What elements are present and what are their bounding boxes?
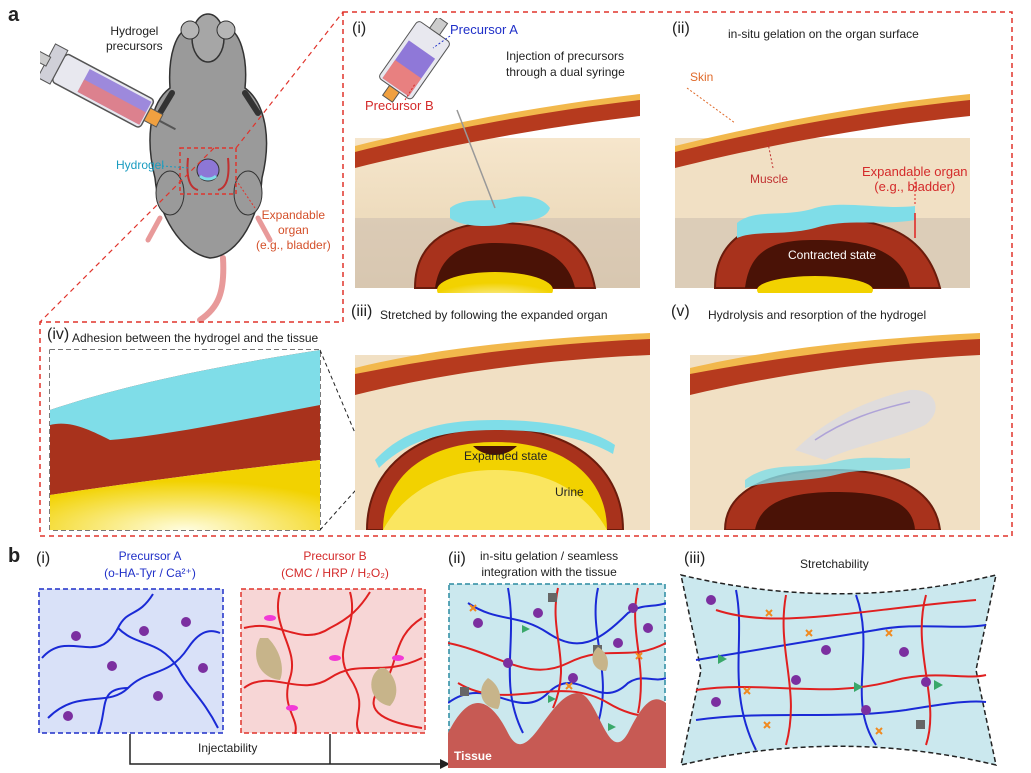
step-b-ii-caption-line2: integration with the tissue — [481, 565, 617, 579]
injectability-label: Injectability — [198, 741, 258, 755]
precursor-a-box — [38, 588, 224, 734]
expandable-organ-ii-line1: Expandable organ — [862, 164, 968, 179]
step-a-i-caption-line2: through a dual syringe — [506, 65, 625, 79]
hydrogel-label: Hydrogel — [116, 158, 165, 172]
step-a-ii-caption: in-situ gelation on the organ surface — [728, 27, 919, 41]
step-b-i-roman: (i) — [36, 550, 51, 567]
scene-i — [355, 18, 640, 293]
stretch-box — [680, 573, 997, 767]
step-b-iii-roman: (iii) — [684, 550, 706, 567]
step-a-ii-roman: (ii) — [672, 20, 690, 37]
step-b-ii-caption-line1: in-situ gelation / seamless — [480, 549, 619, 563]
scene-iv — [50, 350, 320, 530]
step-a-v-caption: Hydrolysis and resorption of the hydroge… — [708, 308, 927, 322]
expandable-organ-label: Expandable organ (e.g., bladder) — [256, 208, 331, 253]
integration-box — [448, 583, 666, 768]
urine-label: Urine — [555, 485, 584, 499]
expandable-organ-line3: (e.g., bladder) — [256, 238, 331, 252]
expandable-organ-ii-label: Expandable organ (e.g., bladder) — [862, 164, 968, 194]
step-a-iii-caption: Stretched by following the expanded orga… — [380, 308, 608, 322]
precursor-a-label: Precursor A — [450, 22, 518, 37]
step-a-iv-caption: Adhesion between the hydrogel and the ti… — [72, 331, 319, 345]
precursor-a-sub: (o-HA-Tyr / Ca²⁺) — [104, 566, 196, 580]
panel-b-letter: b — [8, 545, 21, 567]
skin-label: Skin — [690, 70, 714, 84]
hydrogel-precursors-line2: precursors — [106, 39, 163, 53]
stretchability-label: Stretchability — [800, 557, 869, 571]
step-a-i-caption-line1: Injection of precursors — [506, 49, 625, 63]
scene-iii — [355, 333, 650, 530]
precursor-b-label: Precursor B — [365, 98, 434, 113]
step-a-i-roman: (i) — [352, 20, 367, 37]
precursor-a-title: Precursor A — [118, 549, 182, 563]
tissue-label: Tissue — [454, 749, 492, 763]
contracted-state-label: Contracted state — [788, 248, 877, 262]
step-b-ii-roman: (ii) — [448, 550, 466, 567]
step-b-ii-caption: in-situ gelation / seamless integration … — [480, 548, 618, 580]
precursor-b-sub: (CMC / HRP / H₂O₂) — [281, 566, 389, 580]
scene-ii — [675, 87, 970, 293]
hydrogel-precursors-label: Hydrogel precursors — [106, 24, 163, 54]
precursor-b-title: Precursor B — [303, 549, 367, 563]
hydrogel-precursors-line1: Hydrogel — [110, 24, 159, 38]
precursor-b-box — [240, 588, 426, 734]
expandable-organ-line2: organ — [278, 223, 309, 237]
mouse-illustration — [40, 13, 273, 323]
muscle-label: Muscle — [750, 172, 789, 186]
panel-a-letter: a — [8, 4, 20, 26]
scene-v — [690, 333, 980, 530]
injectability-arrow — [129, 734, 450, 769]
step-a-iii-roman: (iii) — [351, 303, 373, 320]
step-a-v-roman: (v) — [671, 303, 690, 320]
step-a-iv-roman: (iv) — [47, 326, 70, 343]
expandable-organ-ii-line2: (e.g., bladder) — [874, 179, 956, 194]
step-a-i-caption: Injection of precursors through a dual s… — [506, 48, 625, 80]
expandable-organ-line1: Expandable — [261, 208, 326, 222]
expanded-state-label: Expanded state — [464, 449, 548, 463]
